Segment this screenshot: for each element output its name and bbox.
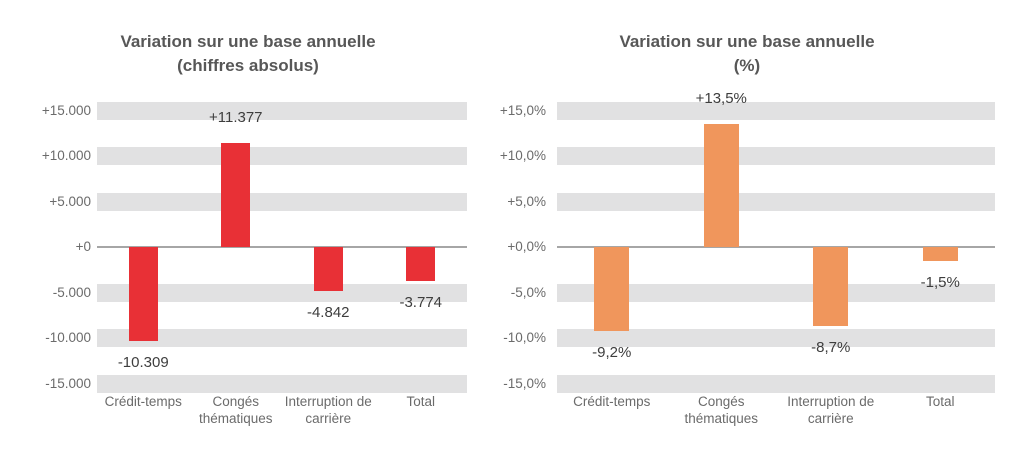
data-label-credit-temps: -10.309 [117,353,169,371]
gridline-band [97,283,467,302]
x-category-label-conges-thematiques: Congés thématiques [684,394,759,426]
bar-conges-thematiques [703,124,739,247]
chart-title: Variation sur une base annuelle [120,32,376,51]
chart-subtitle: (chiffres absolus) [177,56,319,75]
y-tick-label: -5,0% [510,284,546,300]
gridline-band [557,329,995,347]
bar-credit-temps [594,247,630,331]
x-category-label-credit-temps: Crédit-temps [573,394,651,409]
y-tick-label: +5,0% [507,193,546,209]
x-category-label-total: Total [925,394,955,409]
x-category-label-conges-thematiques: Congés thématiques [198,394,273,426]
data-label-interruption-de-carriere: -4.842 [306,304,350,322]
data-label-credit-temps: -9,2% [592,343,632,361]
y-tick-label: -15.000 [45,375,91,391]
gridline-band [97,374,467,393]
zero-axis-line [97,245,467,248]
y-tick-label: +15,0% [499,102,546,118]
bar-conges-thematiques [221,143,251,247]
x-category-label-total: Total [406,394,436,409]
gridline-band [557,374,995,393]
y-tick-label: +5.000 [49,193,91,209]
y-tick-label: -15,0% [503,375,546,391]
y-tick-label: +0 [75,239,91,254]
bar-total [406,247,436,282]
y-tick-label: +10,0% [499,148,546,163]
x-category-label-interruption-de-carriere: Interruption de carrière [284,394,372,426]
x-category-label-interruption-de-carriere: Interruption de carrière [787,394,875,426]
y-tick-label: -5.000 [52,284,91,300]
bar-interruption-de-carriere [313,247,343,292]
gridline-band [557,283,995,302]
x-category-label-credit-temps: Crédit-temps [104,394,182,409]
gridline-band [97,192,467,211]
gridline-band [97,147,467,165]
data-label-conges-thematiques: +13,5% [695,90,747,108]
y-tick-label: -10.000 [45,330,91,345]
gridline-band [557,147,995,165]
gridline-band [97,329,467,347]
data-label-total: -3.774 [399,294,443,312]
y-tick-label: +0,0% [507,239,546,254]
y-tick-label: +15.000 [41,102,91,118]
y-tick-label: +10.000 [41,148,91,163]
data-label-conges-thematiques: +11.377 [208,109,263,127]
bar-interruption-de-carriere [813,247,849,327]
chart-title: Variation sur une base annuelle [619,32,875,51]
bar-credit-temps [128,247,158,341]
gridline-band [557,192,995,211]
gridline-band [557,101,995,120]
gridline-band [97,101,467,120]
zero-axis-line [557,245,995,248]
bar-total [922,247,958,261]
data-label-interruption-de-carriere: -8,7% [811,339,851,357]
y-tick-label: -10,0% [503,330,546,345]
data-label-total: -1,5% [920,273,960,291]
chart-subtitle: (%) [733,56,761,75]
